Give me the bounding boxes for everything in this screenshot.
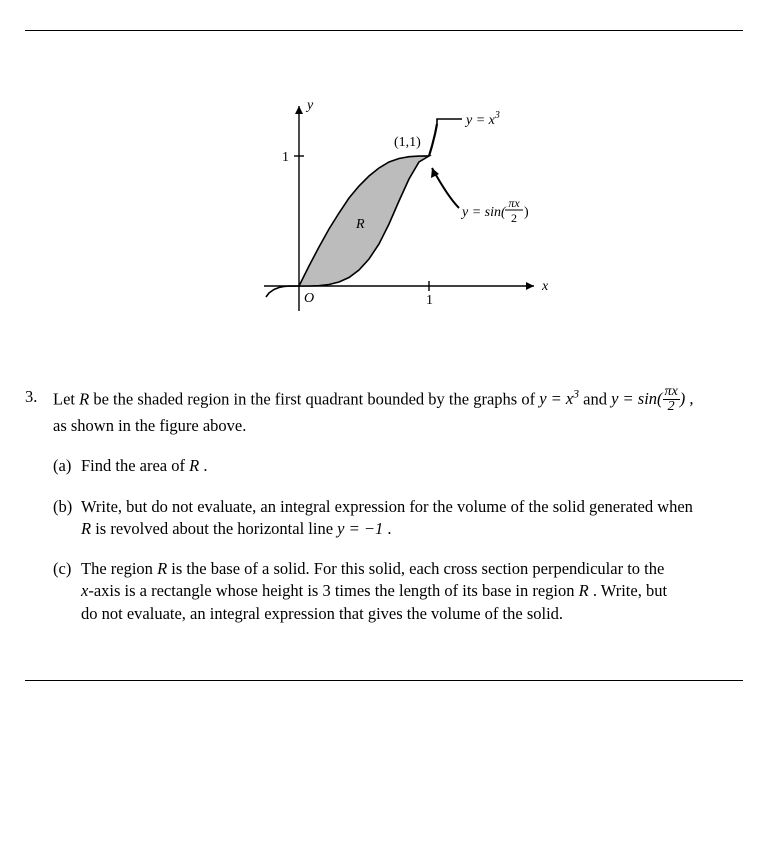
stem-pre: Let — [53, 389, 79, 408]
stem-R: R — [79, 389, 89, 408]
part-c: (c) The region R is the base of a solid.… — [53, 558, 743, 625]
part-a-body: Find the area of R . — [81, 455, 743, 477]
problem-number: 3. — [25, 386, 53, 437]
y-axis-arrow — [295, 106, 303, 114]
problem-stem: 3. Let R be the shaded region in the fir… — [25, 386, 743, 437]
y-tick-label: 1 — [282, 150, 289, 165]
stem-mid: be the shaded region in the first quadra… — [89, 389, 539, 408]
part-c-post1: is the base of a solid. For this solid, … — [167, 559, 664, 578]
page: y x O 1 1 (1,1) R y = x3 y = sin( πx 2 )… — [0, 0, 768, 863]
svg-text:y = sin(: y = sin( — [460, 205, 507, 220]
x-axis-arrow — [526, 282, 534, 290]
stem-and: and — [579, 389, 611, 408]
part-c-mid2: -axis is a rectangle whose height is 3 t… — [88, 581, 578, 600]
part-b-body: Write, but do not evaluate, an integral … — [81, 496, 743, 541]
region-label: R — [355, 217, 365, 232]
part-c-R1: R — [157, 559, 167, 578]
part-a-post: . — [199, 456, 207, 475]
x-tick-label: 1 — [426, 293, 433, 308]
figure-container: y x O 1 1 (1,1) R y = x3 y = sin( πx 2 ) — [25, 76, 743, 346]
part-c-line1: The region R is the base of a solid. For… — [81, 558, 743, 580]
part-b-R: R — [81, 519, 91, 538]
part-c-line2: x-axis is a rectangle whose height is 3 … — [81, 580, 743, 602]
part-c-pre: The region — [81, 559, 157, 578]
x-axis-label: x — [541, 279, 549, 294]
part-c-R2: R — [579, 581, 589, 600]
stem-body: Let R be the shaded region in the first … — [53, 386, 743, 437]
sin-label: y = sin( πx 2 ) — [460, 196, 529, 225]
part-c-post2: . Write, but — [589, 581, 667, 600]
part-a-label: (a) — [53, 455, 81, 477]
y-axis-label: y — [305, 98, 314, 113]
cubic-label-tick — [437, 119, 462, 124]
part-c-line3: do not evaluate, an integral expression … — [81, 603, 743, 625]
part-b: (b) Write, but do not evaluate, an integ… — [53, 496, 743, 541]
problem: 3. Let R be the shaded region in the fir… — [25, 386, 743, 625]
part-b-label: (b) — [53, 496, 81, 541]
svg-text:πx: πx — [508, 196, 520, 210]
part-a-R: R — [189, 456, 199, 475]
origin-label: O — [304, 291, 314, 306]
stem-line2: as shown in the figure above. — [53, 415, 743, 437]
svg-text:): ) — [524, 205, 529, 220]
stem-eq1: y = x3 — [539, 389, 579, 408]
cubic-above — [429, 124, 437, 156]
cubic-below — [266, 286, 299, 297]
cubic-label: y = x3 — [464, 110, 500, 128]
point-label: (1,1) — [394, 135, 421, 150]
svg-text:2: 2 — [511, 211, 517, 225]
part-b-eq: y = −1 — [337, 519, 383, 538]
part-c-label: (c) — [53, 558, 81, 625]
parts: (a) Find the area of R . (b) Write, but … — [53, 455, 743, 625]
part-a-pre: Find the area of — [81, 456, 189, 475]
part-b-post: . — [383, 519, 391, 538]
region-diagram: y x O 1 1 (1,1) R y = x3 y = sin( πx 2 ) — [204, 76, 564, 346]
part-b-mid: is revolved about the horizontal line — [91, 519, 337, 538]
part-b-line1: Write, but do not evaluate, an integral … — [81, 496, 743, 518]
top-rule — [25, 30, 743, 31]
part-a: (a) Find the area of R . — [53, 455, 743, 477]
part-c-body: The region R is the base of a solid. For… — [81, 558, 743, 625]
bottom-rule — [25, 680, 743, 681]
stem-eq2: y = sin(πx2) , — [611, 389, 693, 408]
part-b-line2: R is revolved about the horizontal line … — [81, 518, 743, 540]
